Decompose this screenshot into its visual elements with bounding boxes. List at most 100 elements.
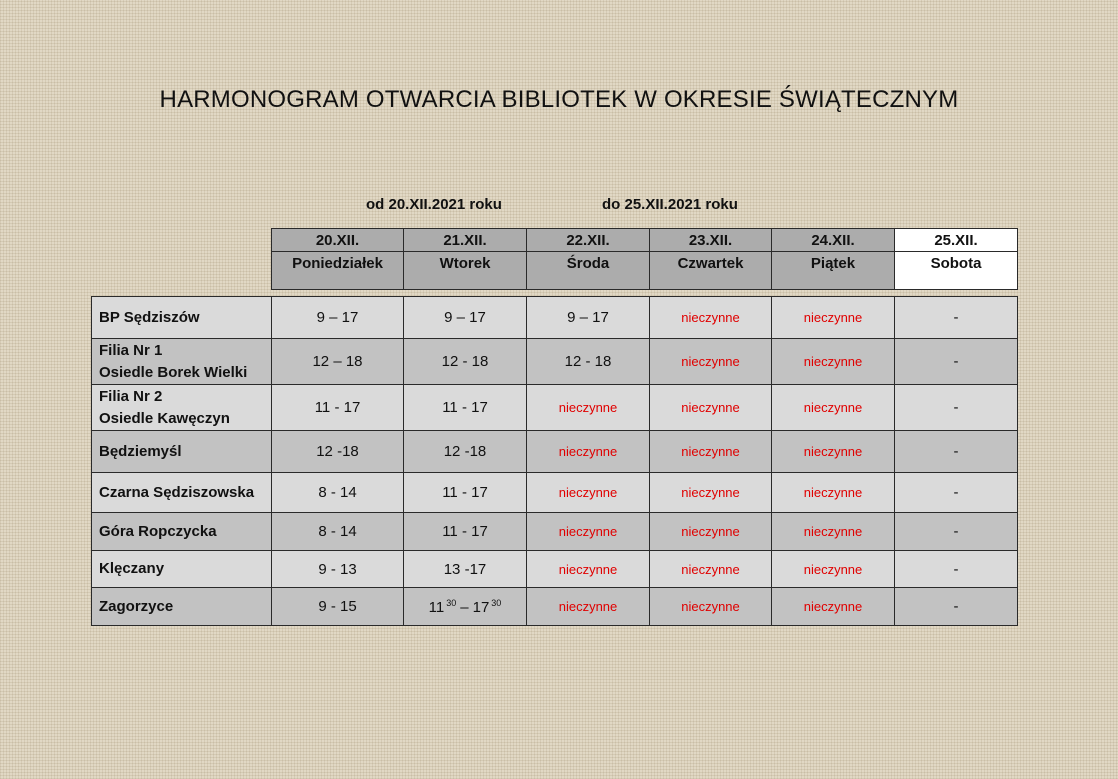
header-date: 24.XII. xyxy=(771,228,895,252)
hours-cell: 11 30–17 30 xyxy=(403,587,527,626)
hours-cell: nieczynne xyxy=(526,512,650,551)
spacer-cell xyxy=(771,289,895,297)
header-day: Czwartek xyxy=(649,251,772,290)
library-row: Klęczany 9 - 13 13 -17 nieczynne nieczynne ni… xyxy=(91,550,1018,588)
hours-cell: nieczynne xyxy=(771,512,895,551)
hours-cell: 9 – 17 xyxy=(403,296,527,339)
header-day: Środa xyxy=(526,251,650,290)
hours-cell: 8 - 14 xyxy=(271,512,404,551)
hours-cell: 13 -17 xyxy=(403,550,527,588)
library-row: Czarna Sędziszowska 8 - 14 11 - 17 nieczynn… xyxy=(91,472,1018,513)
hours-cell: nieczynne xyxy=(649,384,772,431)
library-row: Będziemyśl 12 -18 12 -18 nieczynne nieczynne… xyxy=(91,430,1018,473)
hours-part: 17 xyxy=(472,598,490,616)
library-name-line2: Osiedle Borek Wielki xyxy=(99,363,248,381)
spacer-row xyxy=(92,289,1018,297)
library-name-line1: Filia Nr 1 xyxy=(99,341,163,359)
library-name-line1: Klęczany xyxy=(99,560,165,577)
spacer-cell xyxy=(403,289,527,297)
schedule-table: 20.XII. 21.XII. 22.XII. 23.XII. 24.XII. … xyxy=(91,228,1018,626)
corner-cell xyxy=(92,252,272,290)
hours-cell: - xyxy=(894,384,1018,431)
page-title: HARMONOGRAM OTWARCIA BIBLIOTEK W OKRESIE… xyxy=(159,86,959,113)
date-range-from: od 20.XII.2021 roku xyxy=(366,196,502,213)
hours-part: – xyxy=(460,598,469,616)
library-name-line1: Będziemyśl xyxy=(99,442,182,460)
hours-cell: nieczynne xyxy=(771,296,895,339)
hours-cell: - xyxy=(894,587,1018,626)
hours-cell: 8 - 14 xyxy=(271,472,404,513)
hours-cell: nieczynne xyxy=(771,430,895,473)
library-name-line1: Góra Ropczycka xyxy=(99,522,217,540)
spacer-cell xyxy=(526,289,650,297)
library-name: Filia Nr 2 Osiedle Kawęczyn xyxy=(91,384,272,431)
hours-cell: nieczynne xyxy=(649,430,772,473)
library-row: Góra Ropczycka 8 - 14 11 - 17 nieczynne niec… xyxy=(91,512,1018,551)
hours-cell: 12 - 18 xyxy=(526,338,650,385)
spacer-cell xyxy=(894,289,1018,297)
hours-cell: 12 – 18 xyxy=(271,338,404,385)
library-name: BP Sędziszów xyxy=(91,296,272,339)
header-day-row: Poniedziałek Wtorek Środa Czwartek Piąte… xyxy=(92,251,1018,290)
library-name-line2: Osiedle Kawęczyn xyxy=(99,409,230,427)
header-date-row: 20.XII. 21.XII. 22.XII. 23.XII. 24.XII. … xyxy=(92,228,1018,252)
hours-cell: nieczynne xyxy=(771,384,895,431)
hours-cell: 9 - 13 xyxy=(271,550,404,588)
hours-cell: 11 - 17 xyxy=(271,384,404,431)
spacer-cell xyxy=(271,289,404,297)
library-name: Klęczany xyxy=(91,550,272,588)
library-row: Zagorzyce 9 - 15 11 30–17 30 nieczynne nieczyn… xyxy=(91,587,1018,626)
hours-cell: nieczynne xyxy=(771,587,895,626)
header-day: Wtorek xyxy=(403,251,527,290)
hours-cell: nieczynne xyxy=(649,512,772,551)
hours-cell: nieczynne xyxy=(649,296,772,339)
hours-cell: 12 - 18 xyxy=(403,338,527,385)
hours-cell: 11 - 17 xyxy=(403,472,527,513)
corner-cell xyxy=(92,229,272,252)
hours-cell: 11 - 17 xyxy=(403,384,527,431)
hours-cell: nieczynne xyxy=(649,550,772,588)
hours-cell: nieczynne xyxy=(649,338,772,385)
hours-cell: - xyxy=(894,430,1018,473)
library-name-line1: Filia Nr 2 xyxy=(99,387,163,405)
hours-cell: 12 -18 xyxy=(271,430,404,473)
hours-cell: 11 - 17 xyxy=(403,512,527,551)
hours-cell: nieczynne xyxy=(526,550,650,588)
spacer-cell xyxy=(92,290,272,297)
schedule-body: BP Sędziszów 9 – 17 9 – 17 9 – 17 nieczynne n… xyxy=(91,296,1018,626)
header-date: 25.XII. xyxy=(894,228,1018,252)
hours-part: 30 xyxy=(491,597,502,608)
library-name: Będziemyśl xyxy=(91,430,272,473)
hours-cell: nieczynne xyxy=(771,550,895,588)
spacer-cell xyxy=(649,289,772,297)
hours-cell: nieczynne xyxy=(526,384,650,431)
hours-cell: 12 -18 xyxy=(403,430,527,473)
hours-cell: nieczynne xyxy=(771,472,895,513)
hours-cell: 9 - 15 xyxy=(271,587,404,626)
hours-part: 11 xyxy=(428,598,445,616)
hours-cell: nieczynne xyxy=(771,338,895,385)
library-name: Filia Nr 1 Osiedle Borek Wielki xyxy=(91,338,272,385)
library-name-line1: BP Sędziszów xyxy=(99,308,200,326)
hours-cell: - xyxy=(894,338,1018,385)
hours-cell: nieczynne xyxy=(526,430,650,473)
header-date: 22.XII. xyxy=(526,228,650,252)
hours-cell: - xyxy=(894,472,1018,513)
library-row: Filia Nr 1 Osiedle Borek Wielki 12 – 18 12 … xyxy=(91,338,1018,385)
header-day: Sobota xyxy=(894,251,1018,290)
header-date: 20.XII. xyxy=(271,228,404,252)
hours-cell: 9 – 17 xyxy=(526,296,650,339)
hours-cell: nieczynne xyxy=(526,587,650,626)
library-row: Filia Nr 2 Osiedle Kawęczyn 11 - 17 11 - 17… xyxy=(91,384,1018,431)
header-day: Poniedziałek xyxy=(271,251,404,290)
library-name: Góra Ropczycka xyxy=(91,512,272,551)
library-name: Czarna Sędziszowska xyxy=(91,472,272,513)
library-name-line1: Czarna Sędziszowska xyxy=(99,483,255,501)
library-row: BP Sędziszów 9 – 17 9 – 17 9 – 17 nieczynne n… xyxy=(91,296,1018,339)
library-name: Zagorzyce xyxy=(91,587,272,626)
hours-cell: nieczynne xyxy=(526,472,650,513)
header-date: 23.XII. xyxy=(649,228,772,252)
date-range-to: do 25.XII.2021 roku xyxy=(602,196,738,213)
header-date: 21.XII. xyxy=(403,228,527,252)
hours-cell: - xyxy=(894,550,1018,588)
